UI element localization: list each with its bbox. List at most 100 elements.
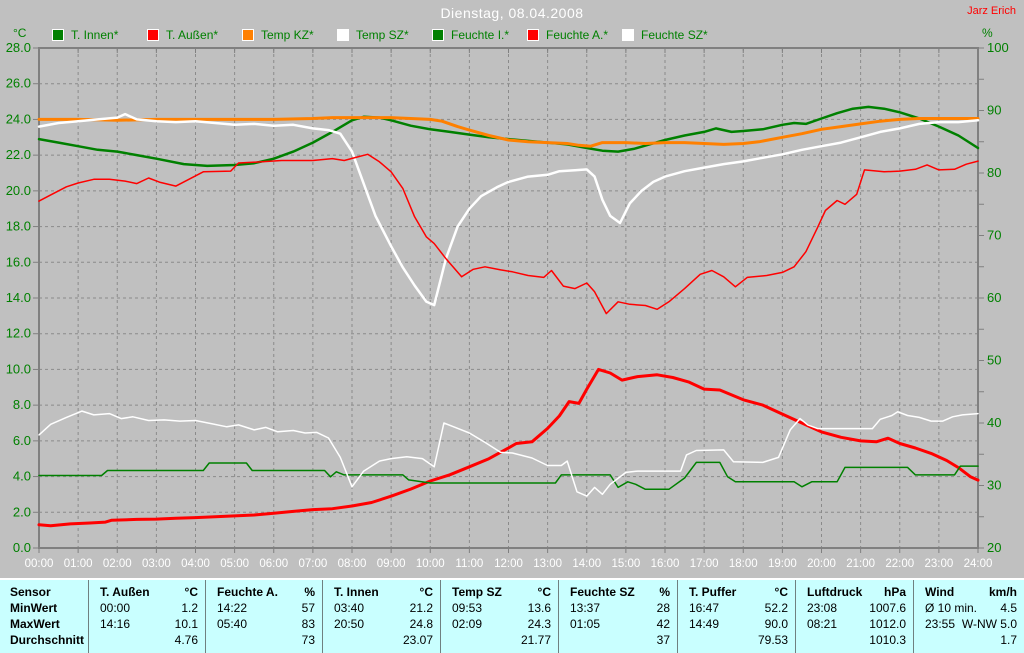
- cell-time: Temp SZ: [452, 585, 502, 599]
- cell-time: 20:50: [334, 617, 365, 631]
- cell-value: 21.2: [409, 601, 433, 615]
- left-axis-label: 0.0: [13, 540, 31, 555]
- cell-value: 52.2: [764, 601, 788, 615]
- cell-time: Feuchte SZ: [570, 585, 635, 599]
- legend-item-temp-kz: Temp KZ*: [242, 28, 314, 42]
- cell-time: Ø 10 min.: [925, 601, 978, 615]
- cell-value: 1007.6: [869, 601, 906, 615]
- right-axis-label: 30: [987, 478, 1001, 493]
- cell-value: 73: [301, 633, 315, 647]
- cell-time: 23:55: [925, 617, 956, 631]
- chart-plot: 00:00 01:00 02:00 03:00 04:00 05:00 06:00 07:00…: [6, 40, 1009, 570]
- cell-time: 14:49: [689, 617, 720, 631]
- cell-time: Feuchte A.: [217, 585, 278, 599]
- cell-time: 00:00: [100, 601, 131, 615]
- left-axis-unit: °C: [13, 26, 27, 40]
- cell-time: T. Außen: [100, 585, 150, 599]
- cell-value: °C: [774, 585, 788, 599]
- cell-value: %: [304, 585, 315, 599]
- cell-time: 03:40: [334, 601, 365, 615]
- cell-value: °C: [184, 585, 198, 599]
- legend-item-temp-sz: Temp SZ*: [337, 28, 409, 42]
- cell-time: 16:47: [689, 601, 720, 615]
- x-axis-label: 08:00: [338, 558, 367, 570]
- series-feuchte-sz: [38, 410, 979, 497]
- right-axis-label: 60: [987, 290, 1001, 305]
- cell-time: T. Puffer: [689, 585, 737, 599]
- left-axis-label: 22.0: [6, 147, 31, 162]
- x-axis-label: 03:00: [142, 558, 171, 570]
- cell-value: 24.3: [527, 617, 551, 631]
- cell-time: Luftdruck: [807, 585, 863, 599]
- cell-value: °C: [419, 585, 433, 599]
- cell-value: 42: [656, 617, 670, 631]
- cell-value: 13.6: [527, 601, 551, 615]
- x-axis-label: 02:00: [103, 558, 132, 570]
- legend-swatch: [527, 29, 539, 41]
- legend-label: Feuchte SZ*: [641, 28, 708, 42]
- cell-time: Wind: [925, 585, 955, 599]
- x-axis-label: 24:00: [964, 558, 993, 570]
- x-axis-label: 17:00: [690, 558, 719, 570]
- legend-label: Temp SZ*: [356, 28, 409, 42]
- x-axis-label: 07:00: [298, 558, 327, 570]
- right-axis-label: 40: [987, 415, 1001, 430]
- x-axis-label: 19:00: [768, 558, 797, 570]
- left-axis-label: 16.0: [6, 254, 31, 269]
- legend-swatch: [622, 29, 634, 41]
- row-label: Sensor: [10, 585, 51, 599]
- sensor-column-t-innen: T. Innen °C 03:40 21.2 20:50 24.8 23.07: [322, 580, 440, 653]
- series-temp-kz: [37, 116, 980, 148]
- right-axis-label: 90: [987, 103, 1001, 118]
- x-axis-label: 09:00: [377, 558, 406, 570]
- cell-time: 14:22: [217, 601, 248, 615]
- left-axis-label: 20.0: [6, 183, 31, 198]
- cell-value: 23.07: [402, 633, 433, 647]
- left-axis-label: 6.0: [13, 433, 31, 448]
- series-feuchte-i: [38, 461, 979, 491]
- right-axis-label: 50: [987, 353, 1001, 368]
- legend-swatch: [147, 29, 159, 41]
- statistics-table: Sensor MinWert MaxWert Durchschnitt T. Außen…: [0, 578, 1024, 653]
- legend-label: Feuchte I.*: [451, 28, 510, 42]
- left-axis-label: 14.0: [6, 290, 31, 305]
- legend-item-feuchte-sz: Feuchte SZ*: [622, 28, 708, 42]
- x-axis-label: 23:00: [924, 558, 953, 570]
- cell-value: W-NW 5.0: [961, 617, 1017, 631]
- chart-title: Dienstag, 08.04.2008: [440, 5, 584, 21]
- right-axis-unit: %: [982, 26, 993, 40]
- cell-value: 79.53: [757, 633, 788, 647]
- row-label: Durchschnitt: [10, 633, 85, 647]
- sensor-column-wind: Wind km/h Ø 10 min. 4.5 23:55 W-NW 5.0 1.7: [913, 580, 1024, 653]
- x-axis-label: 00:00: [25, 558, 54, 570]
- x-axis-label: 11:00: [455, 558, 483, 570]
- legend-swatch: [432, 29, 444, 41]
- cell-value: hPa: [883, 585, 906, 599]
- sensor-column-t-puffer: T. Puffer °C 16:47 52.2 14:49 90.0 79.53: [677, 580, 795, 653]
- left-axis-label: 4.0: [13, 469, 31, 484]
- x-axis-label: 22:00: [885, 558, 914, 570]
- right-axis-label: 80: [987, 165, 1001, 180]
- left-axis-label: 24.0: [6, 111, 31, 126]
- cell-value: 57: [301, 601, 315, 615]
- sensor-column-t-au-en: T. Außen °C 00:00 1.2 14:16 10.1 4.76: [88, 580, 205, 653]
- legend-swatch: [337, 29, 349, 41]
- x-axis-label: 04:00: [181, 558, 210, 570]
- legend-item-feuchte-i: Feuchte I.*: [432, 28, 510, 42]
- cell-value: 83: [301, 617, 315, 631]
- cell-time: 23:08: [807, 601, 838, 615]
- series-temp-sz: [37, 112, 980, 307]
- cell-time: 14:16: [100, 617, 131, 631]
- cell-value: 37: [656, 633, 670, 647]
- x-axis-label: 20:00: [807, 558, 836, 570]
- left-axis-label: 12.0: [6, 326, 31, 341]
- cell-value: %: [659, 585, 670, 599]
- x-axis-label: 16:00: [651, 558, 680, 570]
- sensor-column-feuchte-sz: Feuchte SZ% 13:37 28 01:05 42 37: [558, 580, 677, 653]
- right-axis-label: 20: [987, 540, 1001, 555]
- cell-value: 90.0: [764, 617, 788, 631]
- chart-area: 00:00 01:00 02:00 03:00 04:00 05:00 06:00 07:00…: [6, 5, 1016, 570]
- x-axis-label: 13:00: [533, 558, 562, 570]
- legend-label: Temp KZ*: [261, 28, 314, 42]
